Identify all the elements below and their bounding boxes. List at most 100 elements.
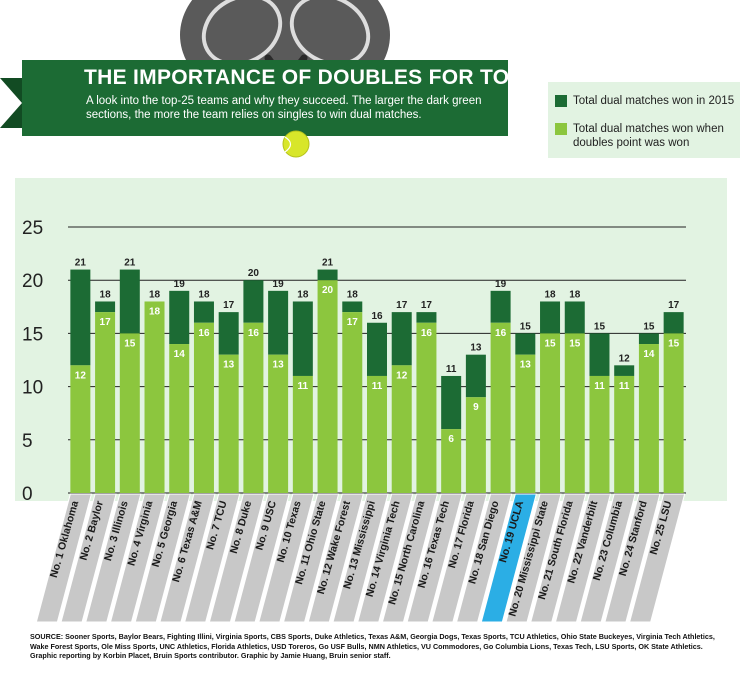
data-label-total: 15: [520, 321, 532, 332]
bar-light: [465, 397, 486, 493]
data-label-doubles: 15: [544, 338, 556, 349]
data-label-total: 18: [100, 289, 112, 300]
data-label-doubles: 18: [149, 306, 161, 317]
category-label-bg: [604, 493, 661, 623]
data-label-total: 19: [273, 279, 285, 290]
bar-dark: [465, 354, 486, 398]
category-label-bg: [35, 493, 93, 623]
category-label-bg: [258, 493, 315, 623]
category-label-bg: [332, 493, 389, 623]
category-label-highlight: [480, 493, 537, 623]
page-title: THE IMPORTANCE OF DOUBLES FOR TOP TEAMS: [84, 66, 605, 89]
category-label-bg: [455, 493, 513, 623]
bar-dark: [292, 301, 313, 376]
bar-light: [169, 344, 190, 493]
data-label-total: 11: [446, 364, 457, 375]
data-label-total: 16: [371, 311, 383, 322]
data-label-total: 18: [198, 289, 210, 300]
category-label-bg: [554, 493, 612, 623]
data-label-doubles: 11: [298, 381, 309, 392]
bar-dark: [95, 301, 116, 313]
bar-light: [416, 322, 437, 493]
tennis-ball-seam: [284, 136, 292, 153]
data-label-doubles: 11: [619, 381, 630, 392]
bar-dark: [169, 290, 190, 345]
data-label-doubles: 13: [223, 360, 235, 371]
bar-light: [317, 280, 338, 493]
bar-light: [70, 365, 91, 493]
legend-item-doubles: Total dual matches won when doubles poin…: [555, 122, 738, 150]
legend: [548, 82, 740, 158]
bar-dark: [391, 312, 412, 366]
bar-dark: [515, 333, 536, 355]
y-tick-label: 25: [22, 218, 43, 239]
category-label-bg: [233, 493, 290, 623]
bar-light: [342, 312, 363, 493]
category-label-bg: [381, 493, 439, 623]
bar-dark: [119, 269, 140, 334]
page-subtitle: A look into the top-25 teams and why the…: [86, 95, 482, 121]
data-label-total: 12: [619, 353, 631, 364]
bar-light: [193, 322, 214, 493]
data-label-total: 20: [248, 268, 260, 279]
category-label-bg: [85, 493, 142, 623]
bar-dark: [218, 312, 239, 355]
bar-dark: [638, 333, 659, 345]
data-label-doubles: 16: [198, 328, 210, 339]
bar-light: [268, 354, 289, 493]
tennis-ball-icon: [282, 130, 310, 158]
category-label-bg: [431, 493, 488, 623]
data-label-doubles: 15: [569, 338, 581, 349]
legend-swatch-light: [555, 123, 567, 135]
title-banner: [22, 60, 508, 136]
data-label-total: 21: [124, 258, 136, 269]
data-label-doubles: 13: [273, 360, 285, 371]
data-label-doubles: 20: [322, 285, 334, 296]
data-label-doubles: 17: [100, 317, 112, 328]
bar-light: [638, 344, 659, 493]
bar-dark: [441, 375, 462, 430]
bar-light: [243, 322, 264, 493]
data-label-total: 18: [297, 289, 309, 300]
category-label-bg: [579, 493, 636, 623]
legend-swatch-dark: [555, 95, 567, 107]
y-tick-label: 15: [22, 324, 43, 345]
bar-light: [292, 375, 313, 493]
bar-dark: [663, 312, 684, 334]
bar-light: [391, 365, 412, 493]
data-label-total: 17: [396, 300, 408, 311]
banner-tail: [0, 78, 22, 128]
bar-dark: [243, 280, 264, 323]
data-label-total: 18: [347, 289, 359, 300]
category-label-bg: [60, 493, 117, 623]
data-label-total: 15: [643, 321, 655, 332]
bar-light: [95, 312, 116, 493]
data-label-total: 17: [223, 300, 235, 311]
bar-light: [564, 333, 585, 493]
data-label-doubles: 13: [520, 360, 532, 371]
data-label-total: 17: [421, 300, 433, 311]
bar-light: [515, 354, 536, 493]
data-label-total: 18: [544, 289, 556, 300]
data-label-doubles: 16: [495, 328, 507, 339]
bar-dark: [564, 301, 585, 334]
legend-label-total: Total dual matches won in 2015: [573, 95, 735, 107]
bar-dark: [367, 322, 387, 376]
data-label-doubles: 12: [396, 370, 408, 381]
bar-dark: [589, 333, 610, 376]
data-label-doubles: 11: [372, 381, 383, 392]
category-label-bg: [109, 493, 167, 623]
category-label-bg: [134, 493, 191, 623]
data-label-doubles: 16: [248, 328, 260, 339]
bar-dark: [416, 312, 437, 323]
bar-dark: [614, 365, 635, 376]
data-label-doubles: 6: [448, 434, 454, 445]
data-label-doubles: 9: [473, 402, 479, 413]
data-label-doubles: 15: [124, 338, 136, 349]
data-label-total: 13: [470, 343, 482, 354]
data-label-doubles: 15: [668, 338, 680, 349]
y-tick-label: 10: [22, 378, 43, 399]
bar-dark: [317, 269, 338, 281]
